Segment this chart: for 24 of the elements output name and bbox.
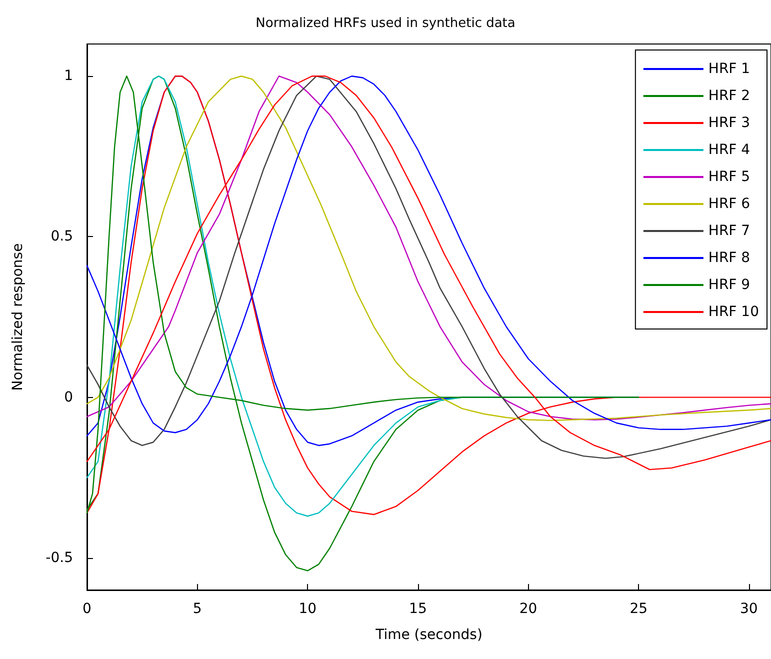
legend-label: HRF 1 [708,61,750,77]
legend-label: HRF 10 [708,304,760,320]
legend-label: HRF 6 [708,196,750,212]
y-tick-label: 0.5 [50,228,73,245]
legend-label: HRF 2 [708,88,750,104]
x-tick-label: 5 [192,601,202,617]
x-axis-title: Time (seconds) [374,627,482,643]
y-tick-label: -0.5 [46,550,73,566]
y-tick-label: 1 [64,68,73,84]
y-axis-title: Normalized response [10,243,26,391]
legend-label: HRF 4 [708,142,750,158]
legend-label: HRF 7 [708,223,750,239]
x-tick-label: 0 [82,601,92,617]
chart-title: Normalized HRFs used in synthetic data [256,16,516,31]
x-tick-label: 15 [409,601,427,617]
x-tick-label: 25 [630,601,648,617]
x-tick-label: 30 [740,601,758,617]
y-tick-label: 0 [64,389,73,406]
legend-label: HRF 5 [708,169,750,185]
x-tick-label: 20 [519,601,538,617]
legend-label: HRF 3 [708,115,750,131]
legend-label: HRF 8 [708,250,750,266]
legend-label: HRF 9 [708,277,750,293]
x-tick-label: 10 [298,601,317,617]
